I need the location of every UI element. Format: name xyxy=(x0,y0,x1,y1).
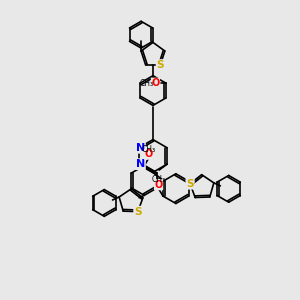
Text: S: S xyxy=(134,207,142,217)
Text: O: O xyxy=(151,78,160,88)
Text: O: O xyxy=(154,180,163,190)
Text: CH₃: CH₃ xyxy=(142,145,156,154)
Text: S: S xyxy=(186,179,194,189)
Text: S: S xyxy=(157,60,164,70)
Text: O: O xyxy=(145,149,153,159)
Text: CH₃: CH₃ xyxy=(152,175,166,184)
Text: CH₃: CH₃ xyxy=(140,79,154,88)
Text: N: N xyxy=(136,143,145,153)
Text: N: N xyxy=(136,159,145,169)
